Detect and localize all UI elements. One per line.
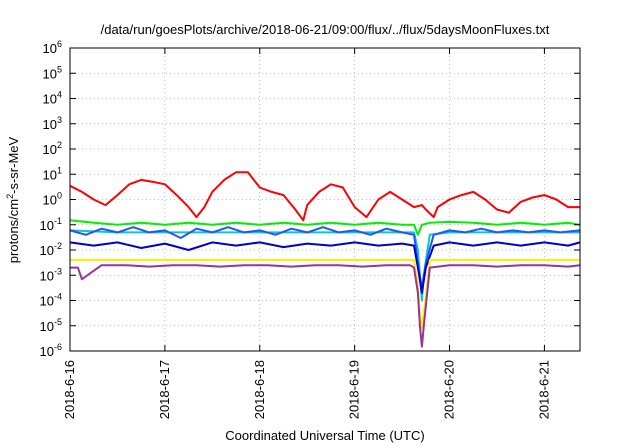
y-tick-base: 10 (40, 243, 54, 258)
x-tick-label: 2018-6-19 (347, 360, 362, 419)
y-tick-base: 10 (40, 344, 54, 359)
y-tick-exponent: 0 (57, 191, 62, 201)
y-tick-base: 10 (43, 117, 57, 132)
y-tick-label: 101 (43, 165, 62, 182)
y-tick-base: 10 (43, 167, 57, 182)
y-axis-label: protons/cm2-s-sr-MeV (5, 136, 21, 263)
y-tick-exponent: 2 (57, 140, 62, 150)
y-tick-base: 10 (43, 92, 57, 107)
y-tick-label: 10-2 (40, 241, 62, 258)
y-tick-label: 10-6 (40, 342, 62, 359)
y-tick-base: 10 (40, 218, 54, 233)
y-axis-label-prefix: protons/cm (6, 199, 21, 263)
x-tick-labels: 2018-6-16 2018-6-17 2018-6-18 2018-6-19 2018… (62, 360, 551, 419)
y-tick-labels: 10-610-510-410-310-210-11001011021031041… (40, 39, 62, 359)
y-tick-label: 100 (43, 191, 62, 208)
y-axis-label-superscript: 2 (5, 194, 15, 199)
series-line (69, 241, 581, 294)
y-tick-exponent: 4 (57, 90, 62, 100)
y-tick-base: 10 (43, 66, 57, 81)
x-tick-label: 2018-6-17 (157, 360, 172, 419)
y-tick-label: 10-4 (40, 292, 62, 309)
y-tick-exponent: -5 (54, 317, 62, 327)
y-tick-exponent: -2 (54, 241, 62, 251)
y-tick-label: 103 (43, 115, 62, 132)
x-tick-label: 2018-6-20 (442, 360, 457, 419)
y-tick-base: 10 (40, 294, 54, 309)
y-tick-label: 102 (43, 140, 62, 157)
y-tick-base: 10 (43, 41, 57, 56)
y-tick-base: 10 (40, 268, 54, 283)
y-tick-exponent: -3 (54, 266, 62, 276)
series-line (70, 264, 581, 348)
x-tick-label: 2018-6-16 (62, 360, 77, 419)
series-line (70, 259, 580, 330)
y-tick-label: 10-5 (40, 317, 62, 334)
y-tick-exponent: 6 (57, 39, 62, 49)
y-tick-exponent: -6 (54, 342, 62, 352)
y-tick-exponent: 1 (57, 165, 62, 175)
y-tick-base: 10 (43, 142, 57, 157)
x-tick-label: 2018-6-18 (252, 360, 267, 419)
y-tick-label: 10-1 (40, 216, 62, 233)
y-tick-exponent: 5 (57, 64, 62, 74)
series-line (69, 171, 580, 222)
grid (70, 48, 580, 351)
y-tick-exponent: -1 (54, 216, 62, 226)
y-tick-base: 10 (43, 193, 57, 208)
y-tick-label: 105 (43, 64, 62, 81)
y-tick-exponent: 3 (57, 115, 62, 125)
series-line (69, 226, 581, 290)
series-line (69, 219, 581, 236)
y-tick-base: 10 (40, 319, 54, 334)
x-axis-label: Coordinated Universal Time (UTC) (225, 428, 424, 443)
y-tick-exponent: -4 (54, 292, 62, 302)
series-layer (69, 171, 581, 348)
y-tick-label: 104 (43, 90, 62, 107)
chart-title: /data/run/goesPlots/archive/2018-06-21/0… (101, 22, 550, 37)
ticks (69, 47, 580, 352)
y-axis-label-suffix: -s-sr-MeV (6, 136, 21, 193)
y-tick-label: 106 (43, 39, 62, 56)
x-tick-label: 2018-6-21 (536, 360, 551, 419)
y-tick-label: 10-3 (40, 266, 62, 283)
